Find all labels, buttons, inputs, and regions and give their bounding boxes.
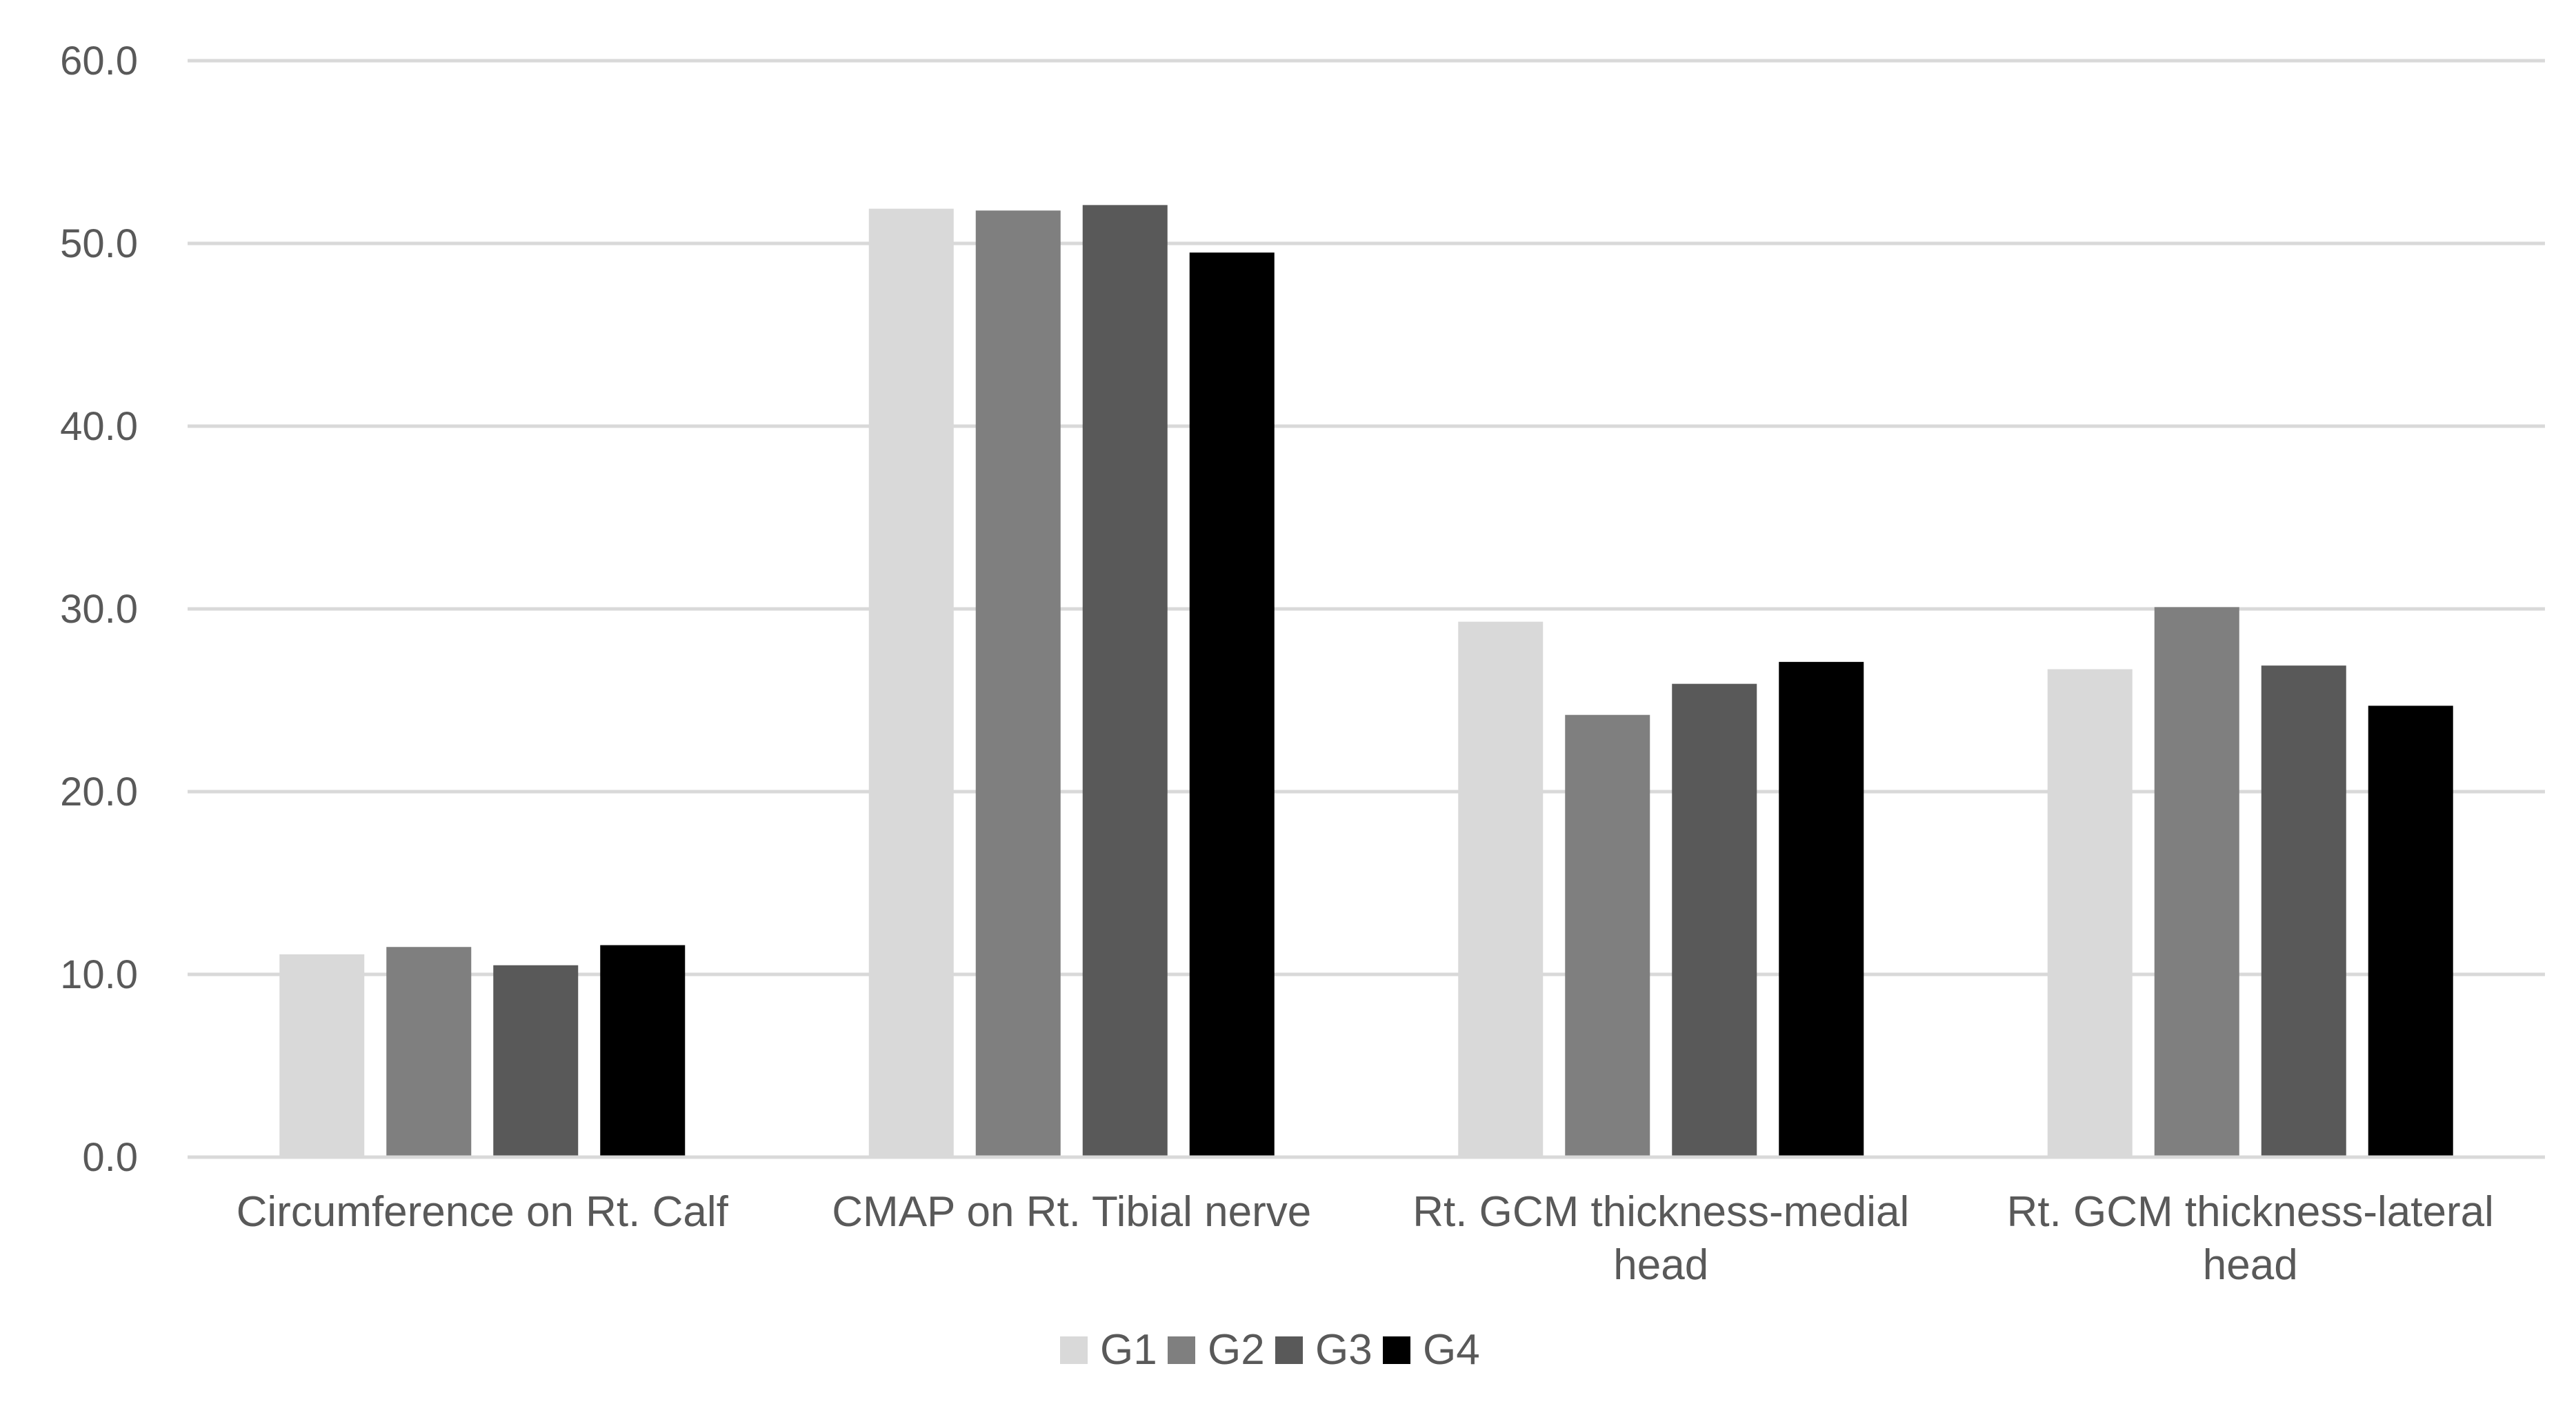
bar-g1-2: [1458, 621, 1544, 1157]
bar-g4-0: [600, 945, 686, 1157]
bar-g1-1: [868, 208, 954, 1157]
x-category-label: head: [1613, 1241, 1708, 1289]
legend: G1 G2 G3 G4: [1060, 1326, 1480, 1374]
legend-label-g2: G2: [1208, 1326, 1265, 1374]
legend-swatch-g1: [1060, 1336, 1088, 1364]
legend-label-g3: G3: [1315, 1326, 1372, 1374]
bar-g2-2: [1565, 714, 1650, 1157]
bar-g4-3: [2368, 705, 2453, 1157]
bar-g1-0: [279, 954, 365, 1157]
gridlines: [188, 59, 2545, 976]
x-category-label: Circumference on Rt. Calf: [237, 1188, 729, 1236]
bar-g2-0: [386, 947, 472, 1157]
y-tick-label: 60.0: [60, 39, 138, 83]
bar-g4-1: [1189, 252, 1275, 1157]
bar-g3-3: [2261, 665, 2346, 1157]
x-category-label: Rt. GCM thickness-lateral: [2007, 1188, 2494, 1236]
bar-g3-0: [493, 965, 579, 1157]
bar-g1-3: [2047, 669, 2133, 1157]
y-tick-label: 50.0: [60, 221, 138, 266]
legend-swatch-g2: [1168, 1336, 1195, 1364]
legend-swatch-g3: [1275, 1336, 1303, 1364]
legend-label-g1: G1: [1100, 1326, 1157, 1374]
bar-g3-1: [1082, 205, 1168, 1158]
legend-label-g4: G4: [1423, 1326, 1480, 1374]
y-tick-label: 40.0: [60, 404, 138, 449]
y-tick-label: 10.0: [60, 952, 138, 997]
y-tick-label: 20.0: [60, 770, 138, 814]
y-tick-label: 30.0: [60, 587, 138, 632]
legend-swatch-g4: [1383, 1336, 1410, 1364]
y-tick-label: 0.0: [82, 1135, 138, 1180]
bar-g2-3: [2154, 607, 2239, 1157]
x-category-label: CMAP on Rt. Tibial nerve: [832, 1188, 1311, 1236]
y-axis-ticks: 0.0 10.0 20.0 30.0 40.0 50.0 60.0: [60, 39, 138, 1180]
bar-g3-2: [1672, 683, 1757, 1157]
bar-g2-1: [975, 210, 1061, 1157]
bar-g4-2: [1779, 661, 1864, 1157]
bars: [279, 205, 2453, 1158]
x-category-label: Rt. GCM thickness-medial: [1412, 1188, 1909, 1236]
x-axis-category-labels: Circumference on Rt. Calf CMAP on Rt. Tib…: [237, 1188, 2494, 1289]
x-category-label: head: [2203, 1241, 2298, 1289]
